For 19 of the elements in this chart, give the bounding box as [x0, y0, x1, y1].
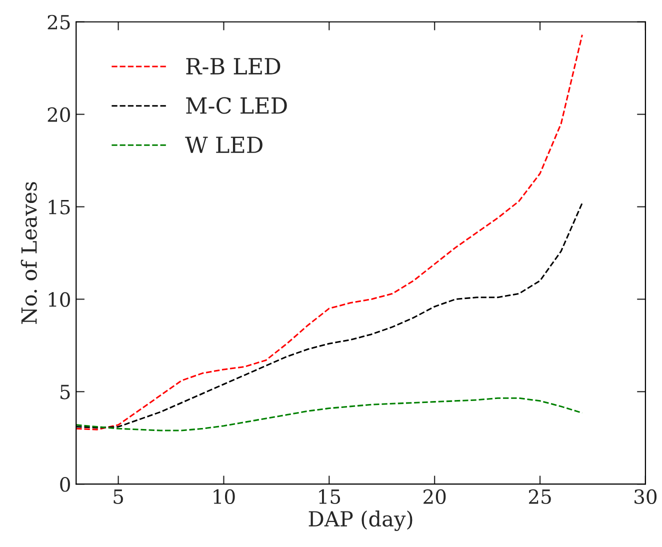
- y-tick-label: 20: [48, 107, 70, 122]
- x-axis-title: DAP (day): [308, 510, 412, 532]
- y-tick-label: 0: [60, 477, 70, 492]
- y-tick-label: 15: [48, 200, 70, 214]
- y-axis-title: No. of Leaves: [20, 182, 37, 324]
- legend-label: R-B LED: [186, 58, 280, 74]
- line-series: [76, 34, 583, 430]
- x-tick-label: 30: [634, 489, 657, 504]
- line-series: [76, 397, 583, 432]
- x-tick-label: 5: [114, 490, 123, 504]
- legend-label: M-C LED: [186, 97, 287, 114]
- x-tick-label: 10: [214, 489, 235, 504]
- y-tick-label: 10: [48, 292, 70, 307]
- x-tick-label: 25: [528, 489, 551, 504]
- y-tick-label: 25: [48, 14, 70, 30]
- legend-label: W LED: [185, 136, 262, 153]
- x-tick-label: 20: [424, 489, 446, 504]
- y-tick-label: 5: [60, 384, 70, 400]
- x-tick-label: 15: [319, 489, 340, 504]
